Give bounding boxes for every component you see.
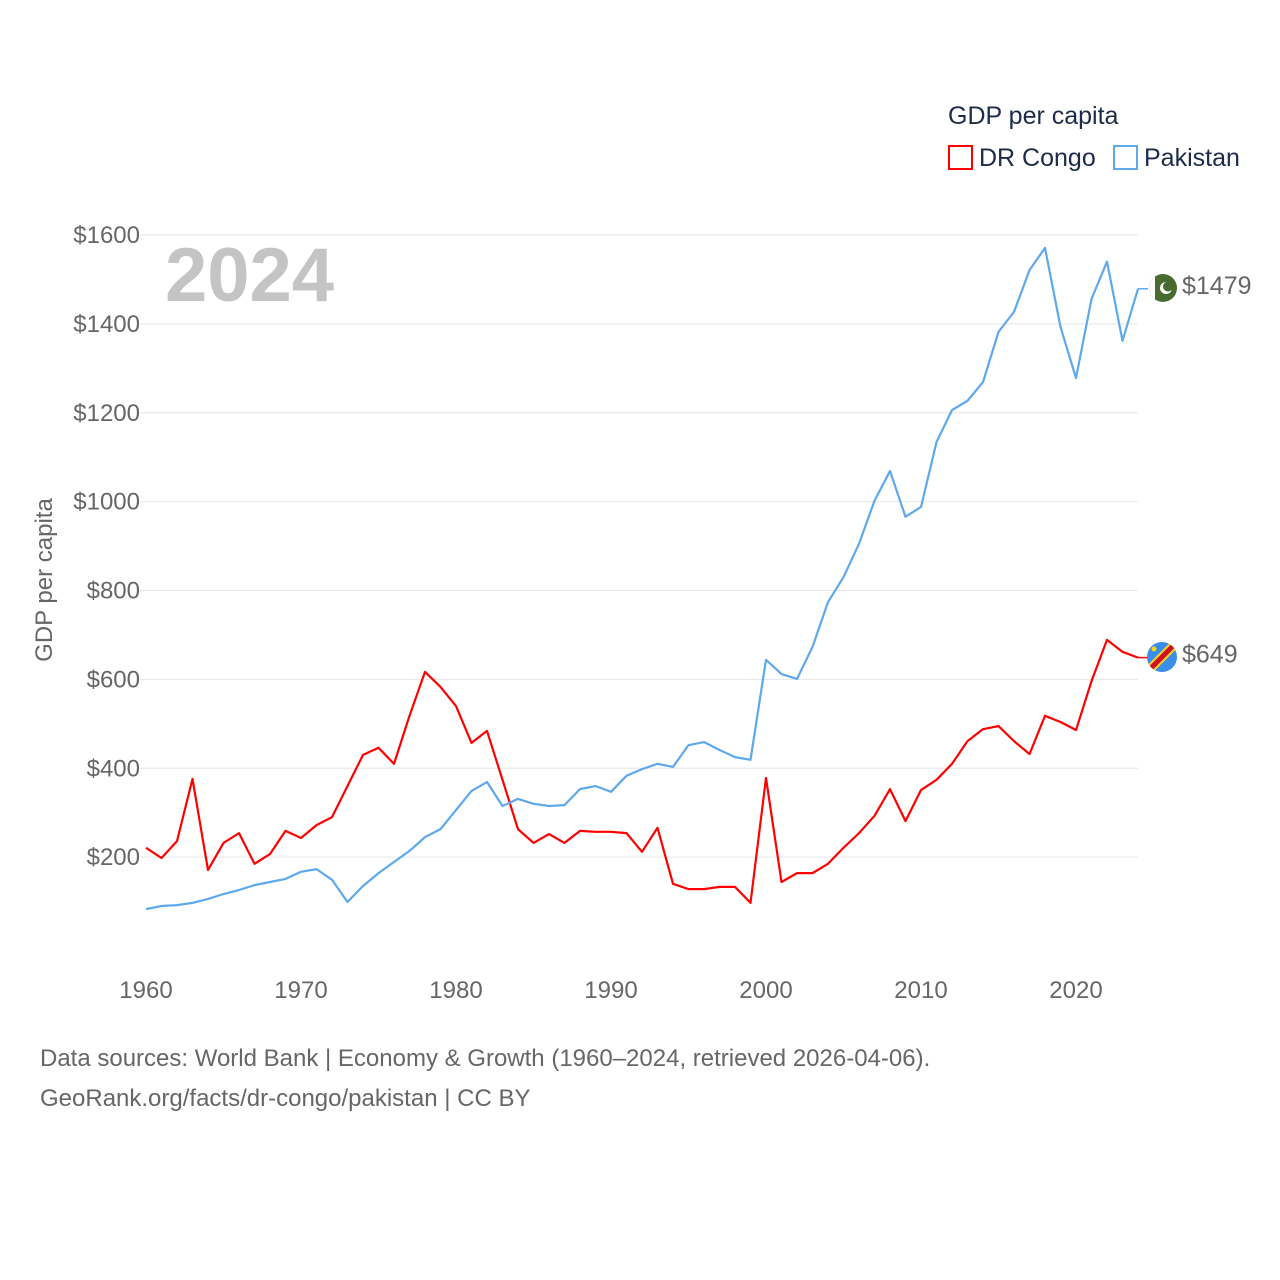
pakistan-flag-icon: [1149, 274, 1177, 302]
y-tick-label: $800: [87, 578, 140, 605]
x-tick-label: 1960: [119, 977, 172, 1004]
y-tick-label: $400: [87, 755, 140, 782]
legend: GDP per capita DR Congo Pakistan: [948, 102, 1240, 172]
y-tick-label: $1600: [73, 222, 140, 249]
y-tick-label: $1000: [73, 489, 140, 516]
x-tick-label: 1980: [429, 977, 482, 1004]
y-tick-label: $200: [87, 844, 140, 871]
dr-congo-flag-icon: [1147, 642, 1177, 672]
legend-title: GDP per capita: [948, 102, 1119, 130]
legend-swatch-dr-congo: [948, 145, 973, 170]
y-tick-label: $600: [87, 666, 140, 693]
y-axis-title: GDP per capita: [31, 498, 58, 662]
legend-label-dr-congo[interactable]: DR Congo: [979, 144, 1096, 172]
series-line-pakistan: [145, 246, 1140, 911]
end-label-dr-congo: $649: [1182, 641, 1238, 669]
x-tick-label: 2020: [1049, 977, 1102, 1004]
year-label: 2024: [165, 233, 334, 318]
footer-link[interactable]: GeoRank.org/facts/dr-congo/pakistan | CC…: [40, 1085, 531, 1112]
footer-sources: Data sources: World Bank | Economy & Gro…: [40, 1045, 931, 1072]
x-tick-label: 2010: [894, 977, 947, 1004]
x-tick-label: 1970: [274, 977, 327, 1004]
y-tick-label: $1400: [73, 311, 140, 338]
y-tick-label: $1200: [73, 400, 140, 427]
end-label-pakistan: $1479: [1182, 272, 1252, 300]
x-tick-label: 2000: [739, 977, 792, 1004]
x-tick-label: 1990: [584, 977, 637, 1004]
legend-swatch-pakistan: [1113, 145, 1138, 170]
legend-label-pakistan[interactable]: Pakistan: [1144, 144, 1240, 172]
series-line-dr-congo: [145, 638, 1139, 904]
